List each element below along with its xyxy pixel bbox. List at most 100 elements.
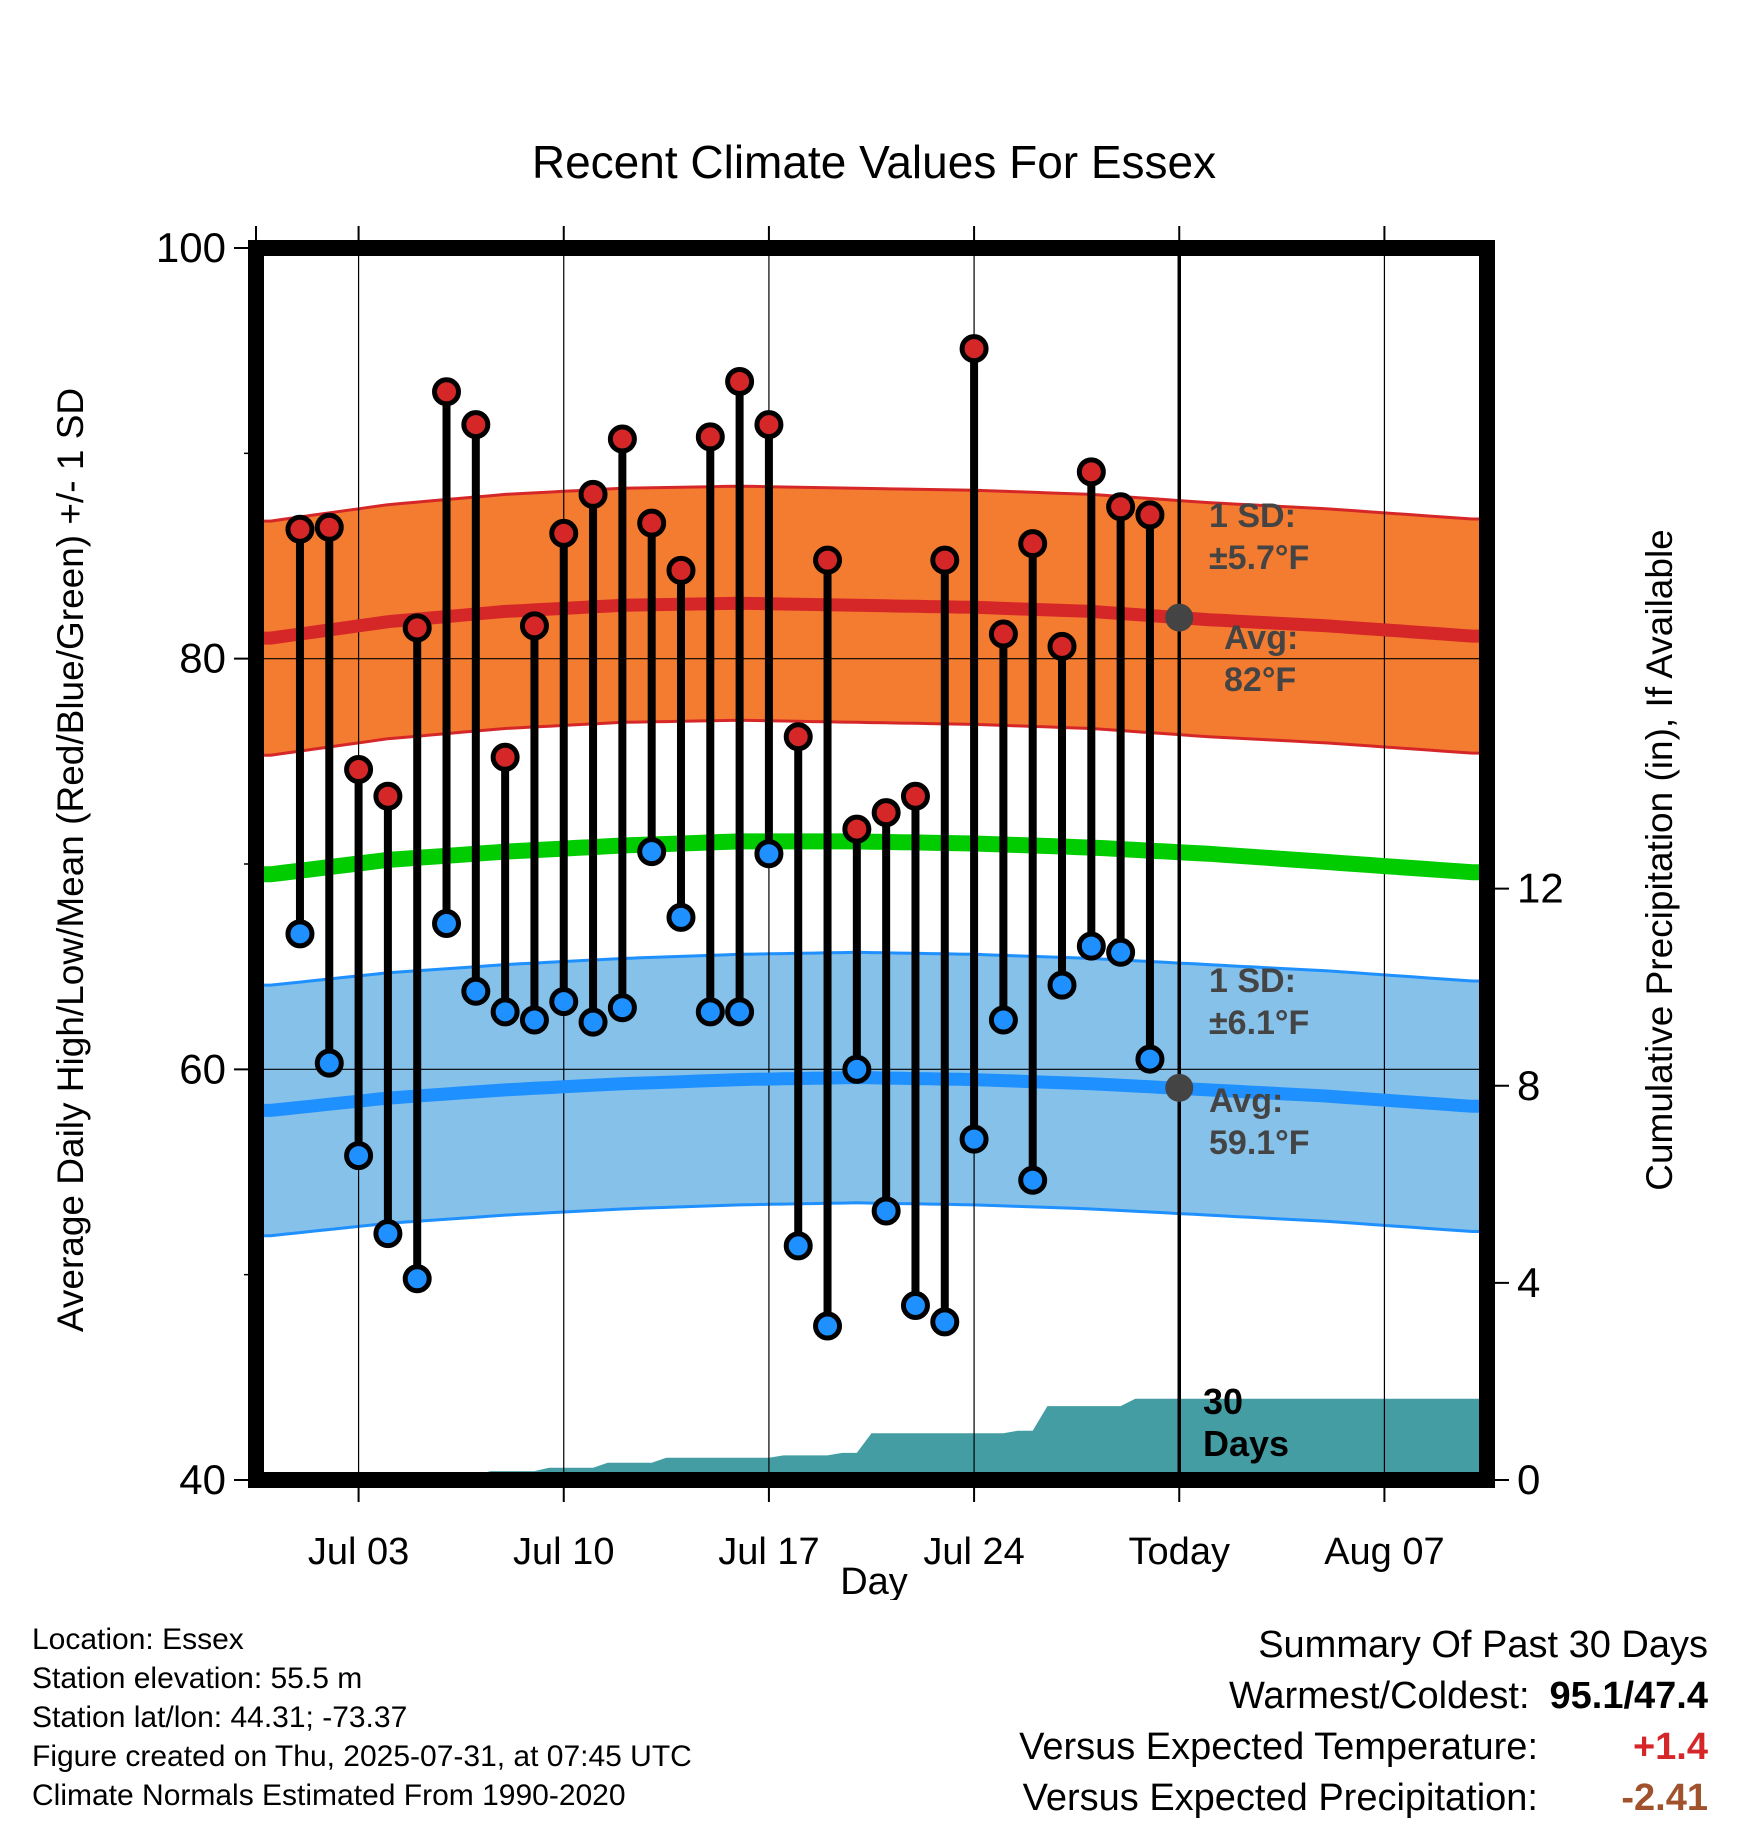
high-avg-label: Avg:: [1224, 619, 1298, 657]
high-point-7: [461, 410, 491, 440]
elevation-text: Station elevation: 55.5 m: [32, 1662, 363, 1695]
plot-inner: [256, 248, 1487, 1480]
low-point-27: [1047, 970, 1077, 1000]
high-avg-value: 82°F: [1224, 661, 1296, 699]
today-normal-high-marker: [1165, 603, 1194, 632]
high-point-1: [285, 514, 315, 544]
normal-low-line: [256, 1070, 1487, 1117]
high-point-6: [432, 377, 462, 407]
precip-value: -2.41: [1621, 1777, 1708, 1819]
high-point-4: [373, 781, 403, 811]
y-axis-label-right: Cumulative Precipitation (in), If Availa…: [1639, 529, 1680, 1191]
summary-temp-row: Versus Expected Temperature: +1.4: [1019, 1722, 1708, 1773]
low-point-17: [754, 839, 784, 869]
high-point-30: [1135, 500, 1165, 530]
high-point-21: [871, 798, 901, 828]
normals-text: Climate Normals Estimated From 1990-2020: [32, 1779, 626, 1812]
normal-mean-line: [256, 833, 1487, 883]
high-point-14: [666, 555, 696, 585]
y-right-tick-label-12: 12: [1517, 865, 1564, 912]
high-point-22: [900, 781, 930, 811]
low-point-7: [461, 976, 491, 1006]
low-point-8: [490, 997, 520, 1027]
y-left-tick-label-100: 100: [156, 224, 226, 271]
precip-label: Versus Expected Precipitation:: [1022, 1777, 1538, 1819]
low-band-lower-edge: [256, 1201, 1487, 1238]
low-point-19: [813, 1311, 843, 1341]
low-point-15: [695, 997, 725, 1027]
climate-chart: Recent Climate Values For Essex 1 SD: ±5.…: [50, 136, 1680, 1600]
high-point-26: [1018, 529, 1048, 559]
low-point-26: [1018, 1165, 1048, 1195]
low-point-14: [666, 902, 696, 932]
low-sd-value: ±6.1°F: [1209, 1004, 1309, 1042]
x-axis-label: Day: [840, 1561, 908, 1600]
low-point-23: [930, 1307, 960, 1337]
low-point-11: [578, 1007, 608, 1037]
low-point-6: [432, 909, 462, 939]
high-point-18: [783, 722, 813, 752]
high-point-15: [695, 422, 725, 452]
high-point-3: [344, 755, 374, 785]
normal-high-line: [256, 596, 1487, 645]
high-point-20: [842, 814, 872, 844]
high-point-24: [959, 334, 989, 364]
low-point-25: [988, 1005, 1018, 1035]
low-sd-label: 1 SD:: [1209, 962, 1296, 1000]
low-point-21: [871, 1196, 901, 1226]
high-point-9: [519, 611, 549, 641]
low-point-10: [549, 987, 579, 1017]
low-point-12: [607, 993, 637, 1023]
warmest-label: Warmest/Coldest:: [1228, 1675, 1530, 1717]
y-left-tick-label-40: 40: [179, 1456, 226, 1503]
location-text: Location: Essex: [32, 1623, 244, 1656]
low-point-18: [783, 1231, 813, 1261]
y-right-tick-label-0: 0: [1517, 1456, 1540, 1503]
x-tick-label-jul-24: Jul 24: [923, 1531, 1024, 1573]
high-band-lower-edge: [256, 718, 1487, 757]
summary-title: Summary Of Past 30 Days: [1258, 1624, 1708, 1666]
y-right-tick-label-4: 4: [1517, 1259, 1540, 1306]
high-point-23: [930, 545, 960, 575]
high-sd-label: 1 SD:: [1209, 497, 1296, 535]
low-point-29: [1106, 937, 1136, 967]
high-point-28: [1076, 457, 1106, 487]
x-tick-label-aug-07: Aug 07: [1324, 1531, 1444, 1573]
high-point-25: [988, 619, 1018, 649]
summary-warmest-row: Warmest/Coldest: 95.1/47.4: [1019, 1671, 1708, 1722]
high-point-5: [402, 613, 432, 643]
temp-label: Versus Expected Temperature:: [1019, 1726, 1538, 1768]
low-avg-value: 59.1°F: [1209, 1124, 1310, 1162]
created-text: Figure created on Thu, 2025-07-31, at 07…: [32, 1740, 692, 1773]
low-point-13: [637, 837, 667, 867]
low-point-30: [1135, 1044, 1165, 1074]
high-point-27: [1047, 631, 1077, 661]
y-left-tick-label-80: 80: [179, 635, 226, 682]
high-sd-value: ±5.7°F: [1209, 539, 1309, 577]
high-point-11: [578, 479, 608, 509]
low-point-9: [519, 1005, 549, 1035]
temp-value: +1.4: [1632, 1726, 1708, 1768]
low-avg-label: Avg:: [1209, 1082, 1283, 1120]
x-tick-label-jul-10: Jul 10: [513, 1531, 614, 1573]
low-point-2: [314, 1048, 344, 1078]
low-band-upper-edge: [256, 950, 1487, 987]
x-tick-label-jul-03: Jul 03: [308, 1531, 409, 1573]
high-point-10: [549, 518, 579, 548]
high-point-19: [813, 545, 843, 575]
high-point-12: [607, 424, 637, 454]
summary-panel: Summary Of Past 30 Days Warmest/Coldest:…: [1019, 1620, 1708, 1824]
high-point-13: [637, 508, 667, 538]
y-right-tick-label-8: 8: [1517, 1062, 1540, 1109]
precip-label-days: Days: [1203, 1423, 1289, 1464]
low-point-1: [285, 919, 315, 949]
today-normal-low-marker: [1165, 1073, 1194, 1102]
x-tick-label-today: Today: [1129, 1531, 1230, 1573]
plot-area: 1 SD: ±5.7°F Avg: 82°F 1 SD: ±6.1°F Avg: 59.1°F…: [156, 224, 1564, 1573]
high-point-29: [1106, 492, 1136, 522]
high-point-17: [754, 410, 784, 440]
y-axis-label-left: Average Daily High/Low/Mean (Red/Blue/Gr…: [50, 388, 91, 1332]
warmest-value: 95.1/47.4: [1549, 1675, 1708, 1717]
station-info: Location: Essex Station elevation: 55.5 …: [32, 1620, 692, 1815]
low-point-22: [900, 1290, 930, 1320]
